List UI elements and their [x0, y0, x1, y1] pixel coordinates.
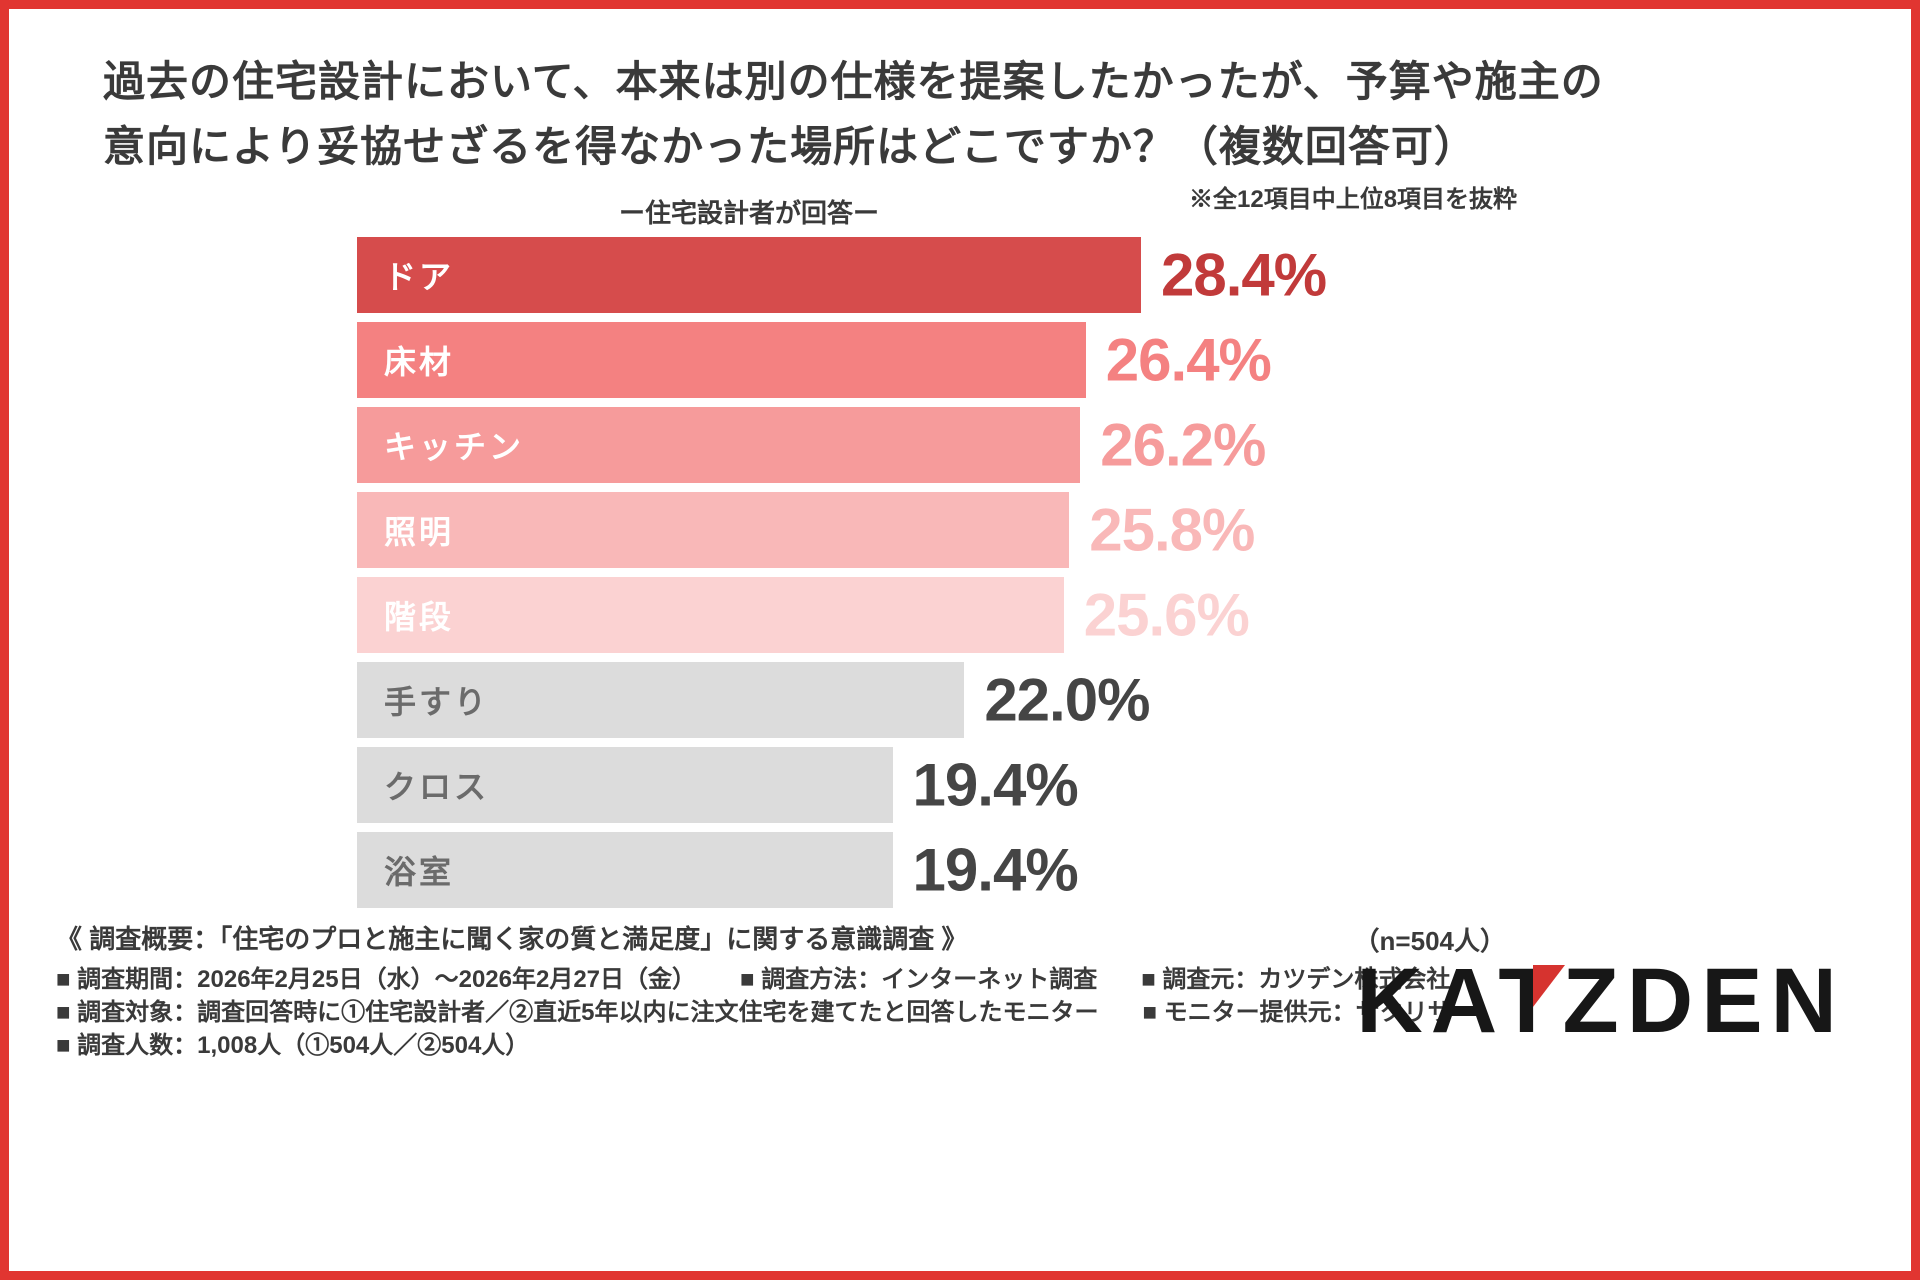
- survey-period: ■ 調査期間：2026年2月25日（水）〜2026年2月27日（金）: [56, 966, 697, 993]
- survey-detail-line-1: ■ 調査期間：2026年2月25日（水）〜2026年2月27日（金） ■ 調査方…: [56, 959, 1450, 994]
- chart-subtitle: ー住宅設計者が回答ー: [618, 198, 879, 228]
- bar-value-label: 25.6%: [1083, 581, 1250, 649]
- logo-z: Z: [1532, 949, 1627, 1054]
- bar-category-label: 照明: [384, 514, 455, 550]
- title-line-1: 過去の住宅設計において、本来は別の仕様を提案したかったが、予算や施主の: [103, 58, 1604, 105]
- bar: キッチン: [357, 407, 1081, 483]
- bar: 手すり: [357, 662, 965, 738]
- bar: クロス: [357, 747, 893, 823]
- bar: 浴室: [357, 832, 893, 908]
- bar-value-label: 22.0%: [984, 666, 1150, 734]
- bar: 階段: [357, 577, 1064, 653]
- bar-category-label: クロス: [384, 769, 490, 805]
- bar-category-label: 浴室: [384, 854, 455, 890]
- logo-text-den: DEN: [1626, 950, 1845, 1052]
- bar-value-label: 26.4%: [1105, 326, 1272, 394]
- bar-value-label: 26.2%: [1100, 411, 1266, 479]
- bar-row: ドア 28.4%: [357, 237, 1327, 313]
- bar-category-label: 階段: [384, 599, 455, 635]
- excerpt-note: ※全12項目中上位8項目を抜粋: [1189, 186, 1518, 213]
- title-line-2: 意向により妥協せざるを得なかった場所はどこですか？（複数回答可）: [103, 123, 1477, 171]
- page-title: 過去の住宅設計において、本来は別の仕様を提案したかったが、予算や施主の 意向によ…: [103, 49, 1604, 179]
- bar-category-label: ドア: [384, 259, 455, 295]
- bar-row: 床材 26.4%: [357, 322, 1272, 398]
- bar-row: キッチン 26.2%: [357, 407, 1266, 483]
- bar-category-label: キッチン: [384, 429, 525, 465]
- bar-row: クロス 19.4%: [357, 747, 1141, 823]
- survey-target: ■ 調査対象：調査回答時に①住宅設計者／②直近5年以内に注文住宅を建てたと回答し…: [56, 999, 1099, 1026]
- bar: 照明: [357, 492, 1070, 568]
- bar-row: 手すり 22.0%: [357, 662, 1150, 738]
- monitor-provider: ■ モニター提供元：サクリサ: [1142, 999, 1452, 1026]
- bar-category-label: 床材: [384, 344, 455, 380]
- bar: ドア: [357, 237, 1141, 313]
- bar-chart: ドア 28.4% 床材 26.4% キッチン 26.2% 照明 25.8% 階段 25.6% 手すり…: [357, 237, 1327, 917]
- bar-value-label: 28.4%: [1161, 241, 1327, 309]
- survey-count: ■ 調査人数：1,008人（①504人／②504人）: [56, 1032, 530, 1059]
- survey-detail-line-2: ■ 調査対象：調査回答時に①住宅設計者／②直近5年以内に注文住宅を建てたと回答し…: [56, 992, 1452, 1027]
- logo-red-triangle-icon: [1532, 965, 1565, 1007]
- bar-row: 階段 25.6%: [357, 577, 1250, 653]
- bar-row: 浴室 19.4%: [357, 832, 1141, 908]
- survey-detail-line-3: ■ 調査人数：1,008人（①504人／②504人）: [56, 1025, 529, 1060]
- katzden-logo: KAT Z DEN: [1356, 949, 1845, 1054]
- bar-value-label: 19.4%: [912, 751, 1079, 819]
- logo-text-kat: KAT: [1356, 950, 1563, 1052]
- logo-text-z: Z: [1562, 950, 1627, 1052]
- bar-value-label: 19.4%: [912, 836, 1079, 904]
- sample-size-note: （n=504人）: [1353, 926, 1506, 956]
- survey-method: ■ 調査方法：インターネット調査: [740, 966, 1098, 993]
- bar-category-label: 手すり: [384, 684, 490, 720]
- bar-value-label: 25.8%: [1089, 496, 1255, 564]
- bar-row: 照明 25.8%: [357, 492, 1255, 568]
- bar: 床材: [357, 322, 1086, 398]
- survey-source: ■ 調査元：カツデン株式会社: [1141, 966, 1451, 993]
- survey-overview-title: 《 調査概要：「住宅のプロと施主に聞く家の質と満足度」に関する意識調査 》: [56, 924, 968, 954]
